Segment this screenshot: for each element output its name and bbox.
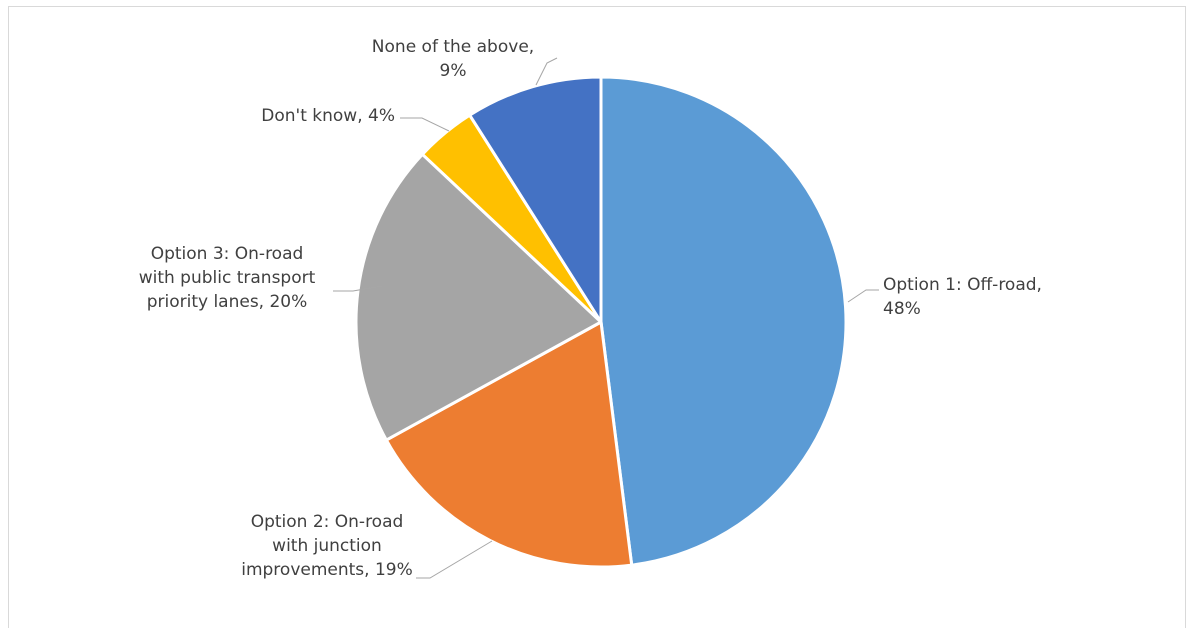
pie-slice-none-of-the-above [468,75,603,324]
data-label-none-of-the-above: None of the above, 9% [372,37,534,81]
data-label-option-2: Option 2: On-road with junction improvemen… [241,512,413,580]
data-label-line: with junction [272,536,382,556]
data-label-line: improvements, 19% [241,560,413,580]
data-label-line: priority lanes, 20% [147,292,308,312]
data-label-option-1: Option 1: Off-road, 48% [883,275,1042,319]
leader-line-none-of-the-above [535,57,558,86]
data-label-dont-know: Don't know, 4% [261,106,395,126]
data-label-line: 9% [440,61,467,81]
data-label-line: Option 3: On-road [151,244,304,264]
data-label-line: Option 1: Off-road, [883,275,1042,295]
data-label-line: Option 2: On-road [251,512,404,532]
pie-slice-option-3 [354,152,603,442]
data-label-line: 48% [883,299,921,319]
pie-slice-option-2 [384,320,634,569]
data-label-line: None of the above, [372,37,534,57]
leader-line-option-3 [333,285,383,292]
data-label-line: with public transport [139,268,316,288]
leader-line-dont-know [400,117,450,132]
leader-line-option-1 [847,289,879,303]
data-label-option-3: Option 3: On-road with public transport pr… [139,244,316,312]
pie-slice-option-1 [599,75,848,567]
leader-line-option-2 [416,540,493,579]
chart-frame [8,6,1186,628]
data-label-line: Don't know, 4% [261,106,395,126]
